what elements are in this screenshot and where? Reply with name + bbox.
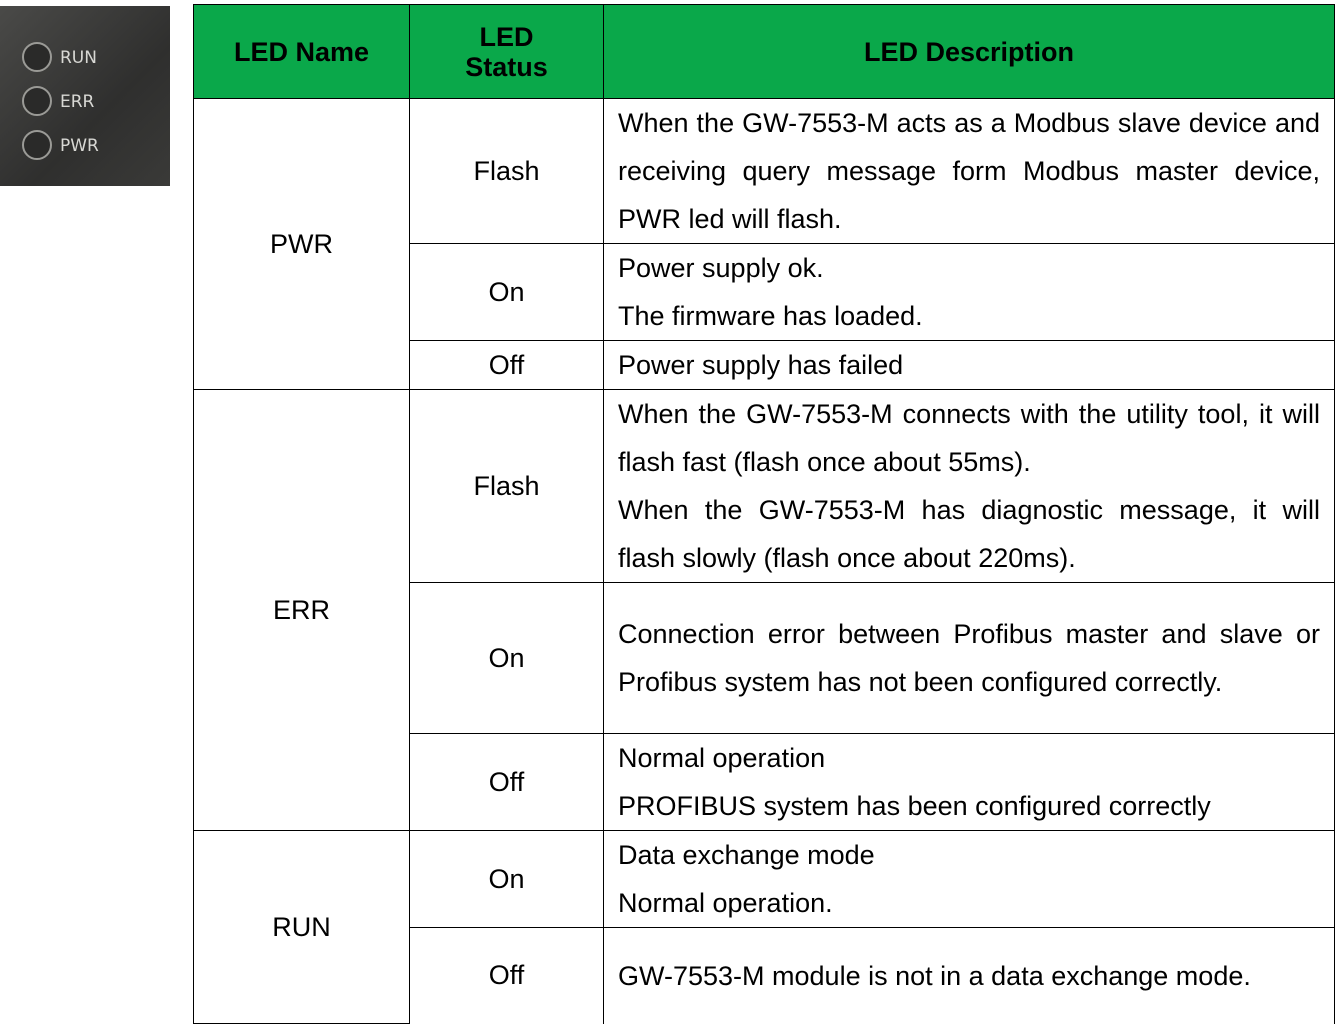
led-description: When the GW-7553-M acts as a Modbus slav… xyxy=(603,98,1335,244)
header-text: LED Status xyxy=(465,21,548,82)
description-line: PROFIBUS system has been configured corr… xyxy=(618,791,1211,821)
led-description: Power supply ok. The firmware has loaded. xyxy=(603,243,1335,341)
led-status: Off xyxy=(409,340,604,390)
description-line: When the GW-7553-M connects with the uti… xyxy=(618,399,1320,477)
table-row: Off Normal operation PROFIBUS system has b… xyxy=(194,733,1335,831)
description-line: GW-7553-M module is not in a data exchan… xyxy=(618,960,1251,991)
header-cell: LED Status xyxy=(409,4,604,99)
led-description: Normal operation PROFIBUS system has been… xyxy=(603,733,1335,831)
table-row: On Power supply ok. The firmware has loade… xyxy=(194,243,1335,341)
led-description: Connection error between Profibus master… xyxy=(603,582,1335,734)
description-line: The firmware has loaded. xyxy=(618,301,923,331)
led-name: ERR xyxy=(193,389,410,831)
led-status: On xyxy=(409,582,604,734)
led-status: Off xyxy=(409,927,604,1024)
table-row: Off GW-7553-M module is not in a data exc… xyxy=(194,927,1335,1024)
header-cell: LED Name xyxy=(193,4,410,99)
description-line: Power supply ok. xyxy=(618,253,824,283)
led-status: Flash xyxy=(409,389,604,583)
description-line: Normal operation. xyxy=(618,888,833,918)
description-line: When the GW-7553-M acts as a Modbus slav… xyxy=(618,108,1320,234)
led-label: ERR xyxy=(60,92,95,112)
description-line: Power supply has failed xyxy=(618,350,904,380)
description-line: Data exchange mode xyxy=(618,840,875,870)
led-status: On xyxy=(409,243,604,341)
description-line: When the GW-7553-M has diagnostic messag… xyxy=(618,495,1320,573)
description-line: Normal operation xyxy=(618,743,826,773)
table-row: Off Power supply has failed xyxy=(194,340,1335,390)
header-row: LED Name LED Status LED Description xyxy=(193,4,1335,99)
led-status: Flash xyxy=(409,98,604,244)
led-name: RUN xyxy=(193,830,410,1024)
led xyxy=(22,130,52,160)
table-row: ERR Flash When the GW-7553-M connects with… xyxy=(193,389,1335,831)
led-description: Data exchange mode Normal operation. xyxy=(603,830,1335,928)
led-name: PWR xyxy=(193,98,410,390)
led-description: When the GW-7553-M connects with the uti… xyxy=(603,389,1335,583)
led-label: PWR xyxy=(60,136,99,156)
table-row: On Connection error between Profibus mast… xyxy=(194,582,1335,734)
led-label: RUN xyxy=(60,48,97,68)
led-description: GW-7553-M module is not in a data exchan… xyxy=(603,927,1335,1024)
table-body: PWR Flash When the GW-7553-M acts as a Mod… xyxy=(193,98,1335,1024)
header-cell: LED Description xyxy=(603,4,1335,99)
table-row: PWR Flash When the GW-7553-M acts as a Mod… xyxy=(193,98,1335,390)
description-line: Connection error between Profibus master… xyxy=(618,619,1320,697)
led xyxy=(22,86,52,116)
led-status: On xyxy=(409,830,604,928)
table-row: RUN On Data exchange mode Normal operation. xyxy=(193,830,1335,1024)
led-description: Power supply has failed xyxy=(603,340,1335,390)
led-table: LED Name LED Status LED Description PWR F… xyxy=(193,4,1335,1024)
led-panel-photo: RUN ERR PWR xyxy=(0,6,170,186)
led xyxy=(22,42,52,72)
led-status: Off xyxy=(409,733,604,831)
